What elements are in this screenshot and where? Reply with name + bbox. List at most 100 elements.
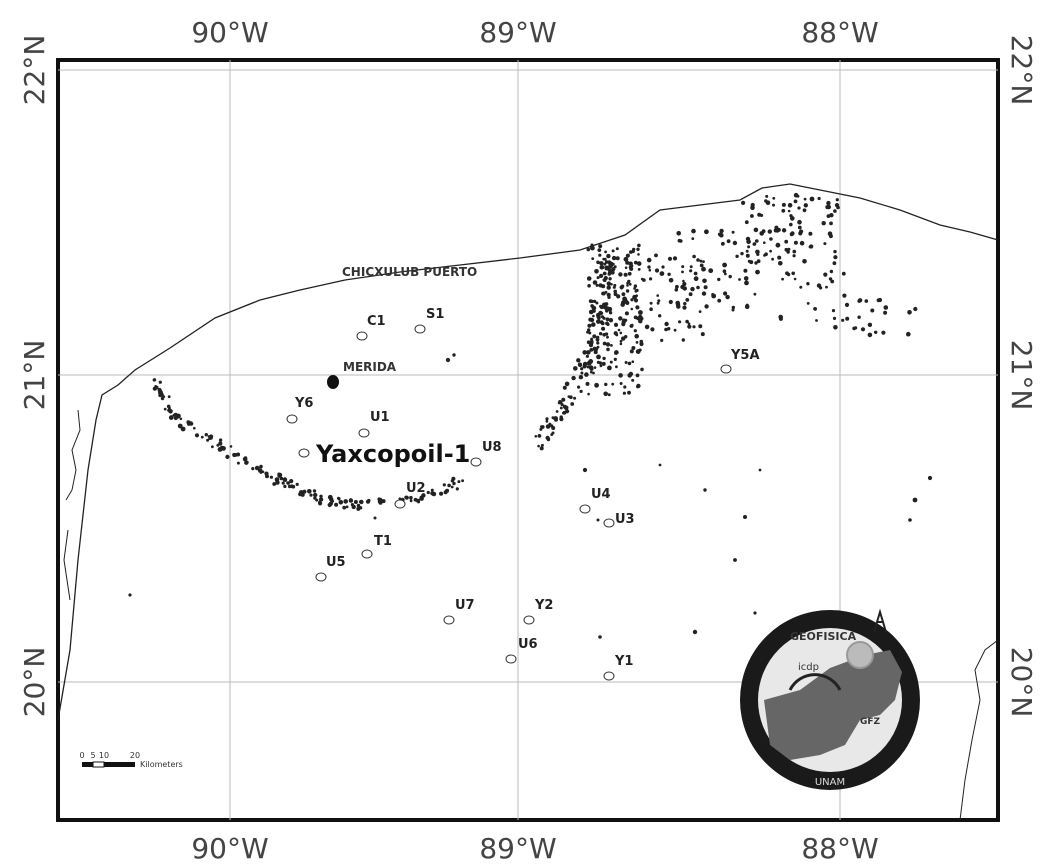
cenote-point	[451, 476, 456, 481]
cenote-point	[799, 285, 803, 289]
cenote-point	[589, 366, 594, 371]
cenote-point	[668, 299, 673, 305]
cenote-point	[592, 280, 598, 285]
cenote-point	[635, 288, 639, 293]
cenote-point	[200, 435, 204, 439]
cenote-point	[639, 315, 643, 319]
cenote-point	[272, 482, 277, 486]
cenote-point	[789, 232, 794, 237]
site-marker-u8	[470, 457, 482, 467]
cenote-point	[857, 298, 863, 303]
cenote-point	[614, 351, 618, 355]
cenote-point	[450, 485, 454, 489]
cenote-point	[211, 445, 214, 449]
cenote-point	[744, 304, 750, 310]
cenote-point	[649, 307, 653, 312]
cenote-point	[683, 301, 687, 306]
cenote-point	[857, 315, 861, 319]
cenote-point	[631, 360, 635, 364]
cenote-point	[588, 359, 594, 364]
cenote-point	[613, 292, 618, 297]
cenote-point	[704, 304, 709, 309]
cenote-point	[835, 198, 839, 202]
cenote-point	[755, 269, 760, 275]
cenote-point	[793, 277, 797, 281]
cenote-point	[660, 338, 664, 342]
cenote-point	[792, 254, 796, 258]
cenote-point	[594, 382, 599, 388]
cenote-point	[603, 257, 607, 261]
cenote-point	[799, 229, 804, 234]
cenote-point	[829, 269, 834, 274]
cenote-point	[830, 279, 835, 284]
cenote-point	[604, 302, 609, 306]
cenote-point	[594, 269, 599, 274]
cenote-point	[741, 200, 746, 205]
cenote-point	[612, 285, 616, 289]
cenote-point	[769, 237, 773, 241]
cenote-point	[834, 203, 840, 208]
cenote-point	[604, 382, 608, 387]
cenote-point	[179, 417, 183, 421]
cenote-point	[254, 465, 260, 471]
cenote-point	[601, 265, 605, 269]
cenote-point	[599, 261, 604, 266]
cenote-point	[606, 285, 611, 290]
cenote-point	[731, 230, 735, 234]
cenote-point	[610, 344, 613, 347]
cenote-point	[692, 325, 696, 329]
cenote-point	[596, 354, 601, 360]
cenote-point	[883, 310, 888, 315]
cenote-point	[638, 348, 642, 352]
cenote-point	[602, 271, 607, 276]
cenote-point	[338, 500, 344, 505]
cenote-point	[168, 409, 173, 414]
cenote-point	[808, 245, 812, 249]
site-markers	[286, 324, 732, 681]
cenote-point	[159, 393, 164, 397]
cenote-point	[701, 291, 707, 296]
cenote-point	[682, 281, 687, 287]
cenote-point	[604, 290, 608, 294]
cenote-point	[833, 255, 838, 260]
cenote-point	[539, 427, 543, 431]
cenote-point	[832, 261, 837, 266]
cenote-point	[667, 256, 673, 261]
cenote-point	[633, 260, 638, 265]
logo-partner: GFZ	[860, 717, 881, 727]
cenote-point	[155, 385, 159, 390]
cenote-point	[649, 301, 653, 305]
cenote-point	[792, 249, 797, 254]
cenote-point	[599, 364, 603, 368]
cenote-point	[551, 426, 556, 430]
cenote-point	[826, 200, 831, 206]
cenote-point	[599, 304, 603, 308]
site-label-y2: Y2	[534, 598, 553, 613]
cenote-point	[277, 472, 281, 476]
cenote-point	[610, 283, 613, 286]
cenote-point	[744, 280, 749, 286]
cenote-point	[745, 249, 749, 253]
cenote-point	[636, 247, 640, 251]
site-label-y1: Y1	[614, 654, 633, 669]
cenote-point	[719, 232, 724, 238]
cenote-point	[404, 495, 409, 500]
cenote-point	[562, 385, 567, 390]
cenote-point	[607, 268, 612, 272]
site-marker-u2	[394, 499, 406, 509]
cenote-point	[551, 416, 555, 420]
site-marker-u1	[358, 428, 370, 438]
cenote-point	[627, 390, 631, 395]
cenote-point	[607, 261, 613, 266]
cenote-point	[439, 491, 444, 496]
cenote-point	[630, 298, 634, 302]
cenote-point	[815, 319, 818, 322]
cenote-point	[592, 346, 597, 351]
cenote-point	[743, 515, 747, 519]
cenote-point	[604, 332, 609, 336]
site-label-c1: C1	[367, 314, 386, 329]
cenote-point	[696, 258, 700, 262]
cenote-point	[786, 272, 791, 277]
cenote-point	[647, 265, 651, 269]
scale-tick-5: 5	[90, 751, 95, 760]
